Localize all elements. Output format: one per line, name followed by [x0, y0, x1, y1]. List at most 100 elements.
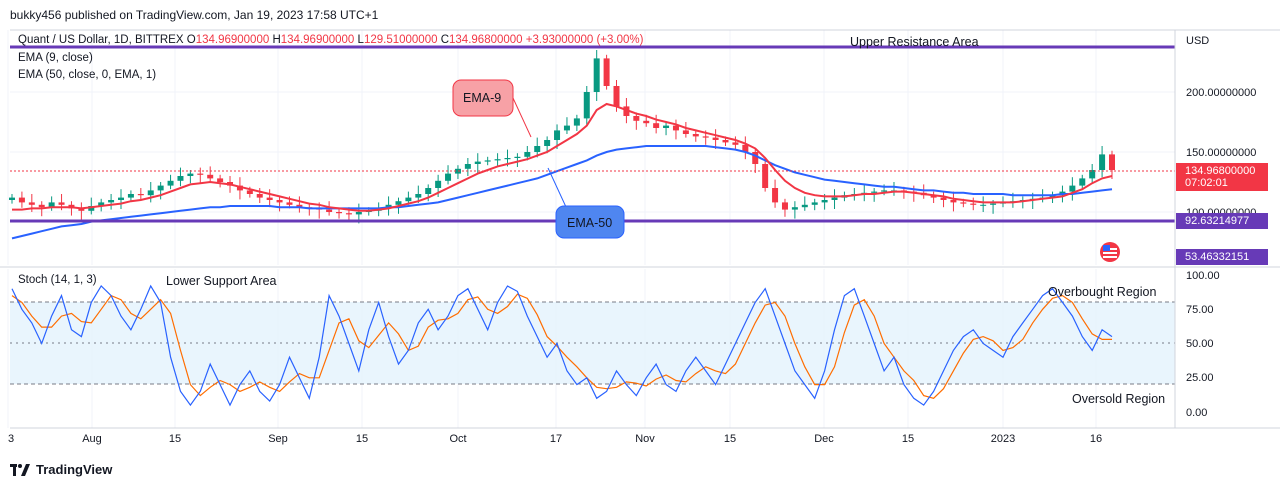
ema9-callout-label: EMA-9	[463, 91, 501, 105]
candle-body	[514, 156, 521, 158]
stoch-legend[interactable]: Stoch (14, 1, 3)	[18, 274, 97, 286]
candle-body	[583, 92, 590, 119]
lower-price-value: 53.46332151	[1185, 251, 1250, 263]
candle-body	[603, 58, 610, 86]
candle-body	[147, 190, 154, 196]
close-label: C	[440, 34, 450, 46]
candle-body	[524, 152, 531, 157]
ema50-callout[interactable]: EMA-50	[547, 167, 625, 239]
footer-brand-label: TradingView	[36, 462, 113, 477]
candle-body	[1099, 154, 1106, 170]
time-tick: 17	[550, 433, 562, 445]
candle-body	[167, 180, 174, 186]
candle-body	[871, 191, 878, 193]
candle-body	[276, 200, 283, 203]
candle-body	[425, 188, 432, 194]
candle-body	[563, 125, 570, 131]
candle-body	[435, 180, 442, 188]
candle-body	[534, 146, 541, 152]
candle-body	[217, 178, 224, 182]
candle-body	[454, 168, 461, 174]
candle-body	[881, 190, 888, 192]
candle-body	[791, 207, 798, 210]
lower-price-tag: 53.46332151	[1176, 249, 1268, 265]
candle-body	[474, 161, 481, 164]
candle-body	[197, 173, 204, 175]
change-value: +3.93000000 (+3.00%)	[525, 34, 644, 46]
candle-body	[573, 118, 580, 126]
candle-body	[742, 144, 749, 152]
stoch-tick: 50.00	[1186, 338, 1214, 350]
candle-body	[1089, 170, 1096, 179]
candle-body	[326, 209, 333, 212]
ema9-callout[interactable]: EMA-9	[452, 79, 532, 138]
upper-resistance-label: Upper Resistance Area	[850, 35, 979, 49]
candle-body	[464, 164, 471, 169]
candle-body	[28, 202, 35, 205]
candle-body	[355, 212, 362, 215]
price-tick: 200.00000000	[1186, 87, 1256, 99]
candle-body	[118, 197, 125, 200]
candle-body	[801, 204, 808, 208]
candle-body	[732, 142, 739, 145]
stoch-tick: 0.00	[1186, 407, 1207, 419]
candle-body	[207, 174, 214, 179]
candle-body	[1069, 185, 1076, 192]
ema9-line	[12, 102, 1113, 212]
ema-lines	[11, 102, 1113, 240]
candle-body	[980, 204, 987, 206]
candle-body	[246, 190, 253, 194]
time-tick: Sep	[268, 433, 288, 445]
candle-body	[18, 197, 25, 203]
ema50-callout-label: EMA-50	[567, 216, 612, 230]
candle-body	[772, 188, 779, 203]
candle-body	[137, 194, 144, 196]
ohlc-legend: Quant / US Dollar, 1D, BITTREX O134.9690…	[18, 34, 643, 46]
close-value: 134.96800000	[449, 34, 523, 46]
candle-body	[692, 134, 699, 137]
candle-body	[722, 140, 729, 143]
last-price-value: 134.96800000	[1185, 165, 1256, 177]
ema9-legend[interactable]: EMA (9, close)	[18, 52, 93, 64]
candle-body	[415, 194, 422, 198]
us-flag-icon[interactable]	[1100, 242, 1120, 262]
candle-body	[98, 202, 105, 206]
time-tick: 3	[8, 433, 14, 445]
candle-body	[970, 203, 977, 205]
candle-body	[494, 159, 501, 161]
candle-body	[672, 125, 679, 131]
stoch-lines	[11, 284, 1113, 407]
candle-body	[960, 202, 967, 204]
candle-body	[653, 123, 660, 128]
price-tick: 150.00000000	[1186, 147, 1256, 159]
candle-body	[643, 120, 650, 124]
time-tick: 2023	[991, 433, 1015, 445]
candle-body	[752, 152, 759, 164]
symbol-name[interactable]: Quant / US Dollar, 1D, BITTREX	[18, 34, 184, 46]
candle-body	[1049, 195, 1056, 198]
candle-body	[345, 213, 352, 215]
candle-body	[445, 173, 452, 181]
candle-body	[831, 197, 838, 200]
candle-body	[623, 106, 630, 116]
time-tick: 15	[724, 433, 736, 445]
candle-body	[256, 194, 263, 198]
candle-body	[633, 116, 640, 121]
candle-body	[177, 176, 184, 181]
candle-body	[405, 197, 412, 202]
candle-body	[682, 130, 689, 134]
candle-body	[504, 158, 511, 160]
candle-body	[78, 208, 85, 211]
candles	[9, 50, 1115, 224]
overbought-label: Overbought Region	[1048, 285, 1156, 299]
low-label: L	[357, 34, 364, 46]
candle-body	[821, 200, 828, 203]
footer-brand[interactable]: TradingView	[10, 462, 112, 477]
candle-body	[613, 86, 620, 107]
candle-body	[296, 204, 303, 208]
time-tick: 15	[902, 433, 914, 445]
ema50-legend[interactable]: EMA (50, close, 0, EMA, 1)	[18, 69, 157, 81]
stoch-tick: 100.00	[1186, 270, 1220, 282]
tradingview-logo-icon	[10, 463, 30, 476]
